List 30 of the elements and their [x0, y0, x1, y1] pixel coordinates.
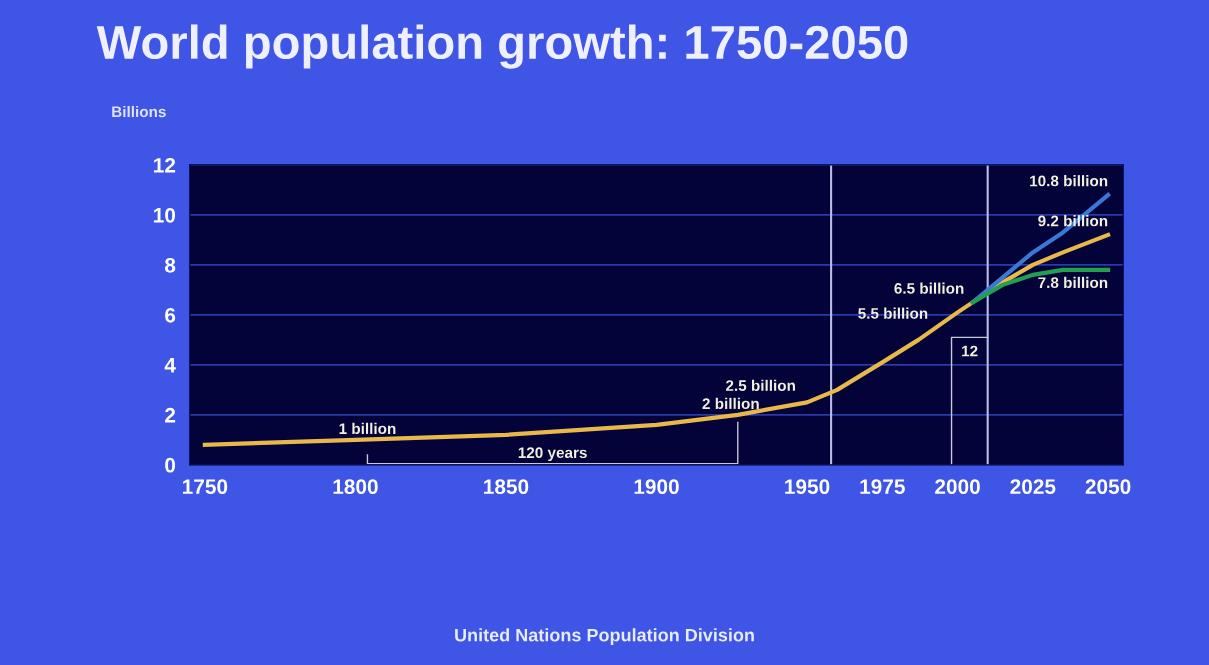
annotation: 1 billion [339, 422, 396, 435]
line-series [970, 267, 1111, 305]
annotation: 5.5 billion [858, 307, 928, 319]
line-series [202, 232, 1111, 447]
annotation: 120 years [518, 447, 587, 462]
annotation: 6.5 billion [894, 282, 964, 294]
x-tick-label: 1850 [484, 479, 529, 495]
text: United Nations Population Division [455, 628, 754, 646]
x-tick-label: 2050 [1085, 479, 1131, 495]
y-axis-title: Billions [112, 105, 166, 118]
annotation: 12 [962, 345, 978, 357]
y-tick-label: 6 [165, 307, 176, 323]
y-tick-label: 2 [165, 407, 176, 423]
annotation: 10.8 billion [1030, 175, 1108, 187]
x-tick-label: 1750 [183, 479, 228, 495]
annotation: 7.8 billion [1038, 276, 1108, 289]
annotation: 2 billion [702, 397, 759, 410]
chart-title: World population growth: 1750-2050 [96, 24, 908, 69]
y-tick-label: 4 [164, 358, 176, 373]
x-tick-label: 1800 [333, 479, 378, 495]
y-tick-label: 10 [154, 207, 176, 223]
x-tick-label: 1975 [860, 479, 905, 495]
y-tick-label: 8 [165, 257, 176, 273]
y-tick-label: 12 [154, 157, 176, 173]
x-tick-label: 1900 [634, 479, 679, 495]
x-tick-label: 1950 [785, 479, 830, 495]
y-tick-label: 0 [165, 457, 176, 473]
annotation: 2.5 billion [725, 379, 795, 391]
x-tick-label: 2025 [1010, 479, 1056, 495]
x-tick-label: 2000 [935, 479, 980, 495]
